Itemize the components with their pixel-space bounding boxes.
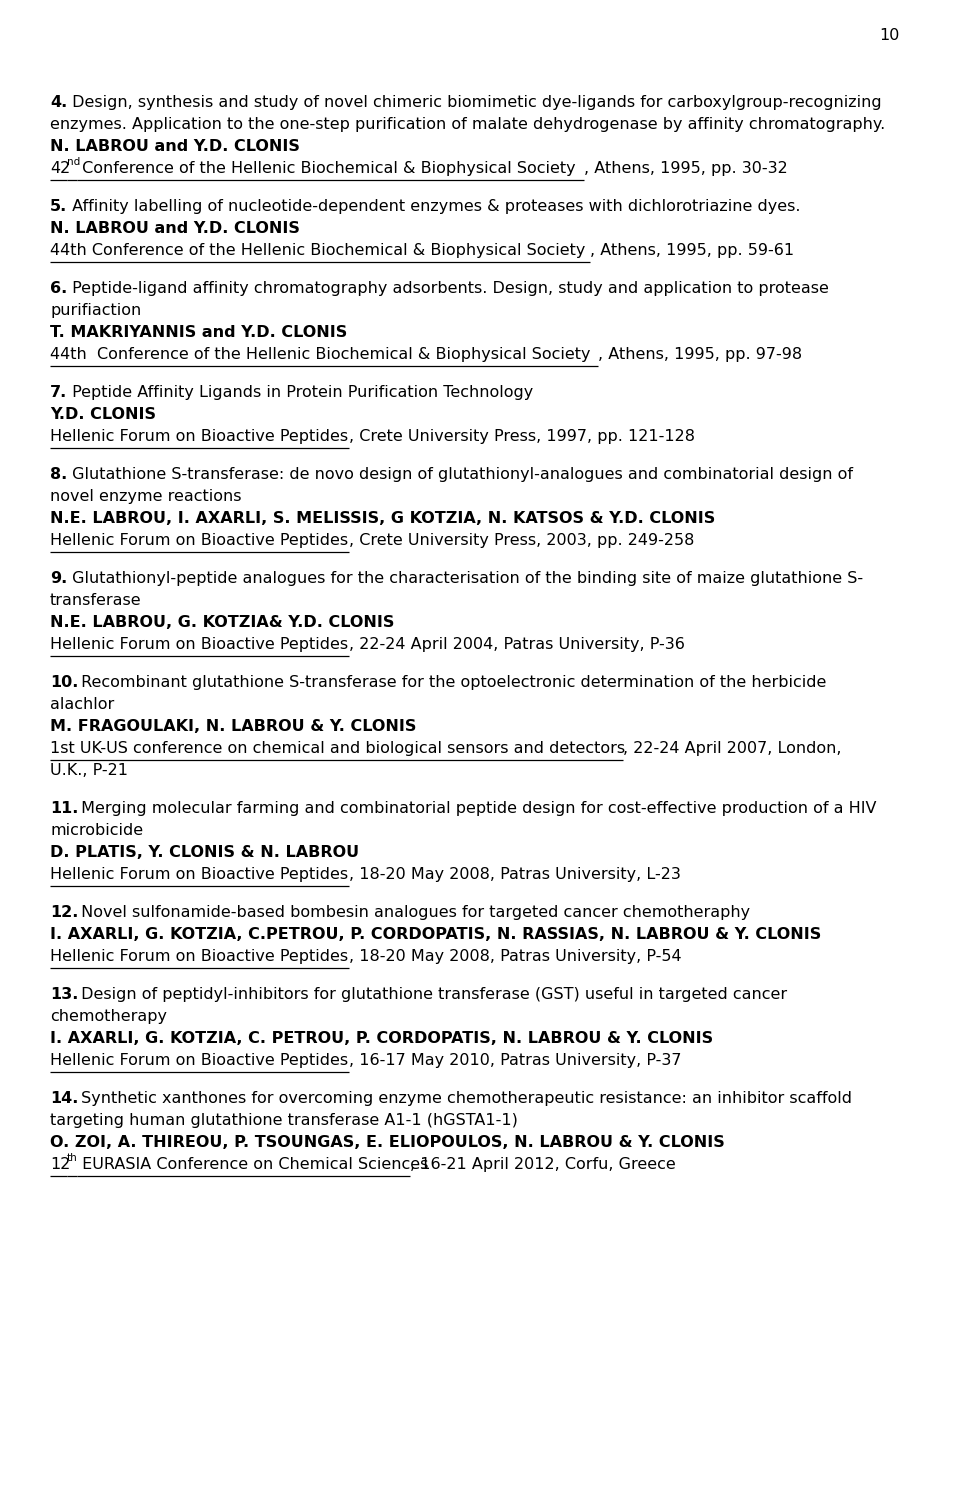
Text: 12: 12: [50, 1157, 70, 1172]
Text: 42: 42: [50, 160, 70, 175]
Text: Novel sulfonamide-based bombesin analogues for targeted cancer chemotheraphy: Novel sulfonamide-based bombesin analogu…: [76, 906, 751, 919]
Text: N. LABROU and Y.D. CLONIS: N. LABROU and Y.D. CLONIS: [50, 139, 300, 154]
Text: Hellenic Forum on Bioactive Peptides: Hellenic Forum on Bioactive Peptides: [50, 534, 348, 547]
Text: D. PLATIS, Y. CLONIS & N. LABROU: D. PLATIS, Y. CLONIS & N. LABROU: [50, 845, 359, 860]
Text: enzymes. Application to the one-step purification of malate dehydrogenase by aff: enzymes. Application to the one-step pur…: [50, 116, 885, 132]
Text: 7.: 7.: [50, 386, 67, 401]
Text: O. ZOI, A. THIREOU, P. TSOUNGAS, E. ELIOPOULOS, N. LABROU & Y. CLONIS: O. ZOI, A. THIREOU, P. TSOUNGAS, E. ELIO…: [50, 1136, 725, 1151]
Text: Design of peptidyl-inhibitors for glutathione transferase (GST) useful in target: Design of peptidyl-inhibitors for glutat…: [76, 987, 787, 1002]
Text: Conference of the Hellenic Biochemical & Biophysical Society: Conference of the Hellenic Biochemical &…: [78, 160, 576, 175]
Text: , 16-17 May 2010, Patras University, P-37: , 16-17 May 2010, Patras University, P-3…: [349, 1052, 682, 1067]
Text: chemotherapy: chemotherapy: [50, 1009, 167, 1024]
Text: Glutathione S-transferase: de novo design of glutathionyl-analogues and combinat: Glutathione S-transferase: de novo desig…: [67, 467, 853, 482]
Text: Y.D. CLONIS: Y.D. CLONIS: [50, 407, 156, 422]
Text: 6.: 6.: [50, 281, 67, 296]
Text: Peptide Affinity Ligands in Protein Purification Technology: Peptide Affinity Ligands in Protein Puri…: [67, 386, 534, 401]
Text: Affinity labelling of nucleotide-dependent enzymes & proteases with dichlorotria: Affinity labelling of nucleotide-depende…: [67, 200, 801, 215]
Text: Peptide-ligand affinity chromatography adsorbents. Design, study and application: Peptide-ligand affinity chromatography a…: [67, 281, 829, 296]
Text: Glutathionyl-peptide analogues for the characterisation of the binding site of m: Glutathionyl-peptide analogues for the c…: [67, 572, 864, 587]
Text: transferase: transferase: [50, 593, 142, 608]
Text: , Athens, 1995, pp. 30-32: , Athens, 1995, pp. 30-32: [584, 160, 788, 175]
Text: Hellenic Forum on Bioactive Peptides: Hellenic Forum on Bioactive Peptides: [50, 637, 348, 652]
Text: Synthetic xanthones for overcoming enzyme chemotherapeutic resistance: an inhibi: Synthetic xanthones for overcoming enzym…: [76, 1092, 852, 1105]
Text: 13.: 13.: [50, 987, 79, 1002]
Text: Hellenic Forum on Bioactive Peptides: Hellenic Forum on Bioactive Peptides: [50, 950, 348, 965]
Text: 14.: 14.: [50, 1092, 79, 1105]
Text: Hellenic Forum on Bioactive Peptides: Hellenic Forum on Bioactive Peptides: [50, 866, 348, 881]
Text: , Crete University Press, 1997, pp. 121-128: , Crete University Press, 1997, pp. 121-…: [349, 429, 695, 445]
Text: 1st UK-US conference on chemical and biological sensors and detectors: 1st UK-US conference on chemical and bio…: [50, 741, 625, 756]
Text: 44th Conference of the Hellenic Biochemical & Biophysical Society: 44th Conference of the Hellenic Biochemi…: [50, 243, 586, 259]
Text: th: th: [66, 1154, 78, 1163]
Text: M. FRAGOULAKI, N. LABROU & Y. CLONIS: M. FRAGOULAKI, N. LABROU & Y. CLONIS: [50, 720, 417, 733]
Text: 10: 10: [878, 29, 900, 42]
Text: novel enzyme reactions: novel enzyme reactions: [50, 488, 242, 503]
Text: Recombinant glutathione S-transferase for the optoelectronic determination of th: Recombinant glutathione S-transferase fo…: [76, 674, 827, 689]
Text: , 18-20 May 2008, Patras University, P-54: , 18-20 May 2008, Patras University, P-5…: [349, 950, 682, 965]
Text: 9.: 9.: [50, 572, 67, 587]
Text: 12.: 12.: [50, 906, 79, 919]
Text: purifiaction: purifiaction: [50, 302, 141, 318]
Text: , 22-24 April 2007, London,: , 22-24 April 2007, London,: [623, 741, 842, 756]
Text: Hellenic Forum on Bioactive Peptides: Hellenic Forum on Bioactive Peptides: [50, 1052, 348, 1067]
Text: 11.: 11.: [50, 801, 79, 816]
Text: , 16-21 April 2012, Corfu, Greece: , 16-21 April 2012, Corfu, Greece: [410, 1157, 676, 1172]
Text: 10.: 10.: [50, 674, 79, 689]
Text: 44th  Conference of the Hellenic Biochemical & Biophysical Society: 44th Conference of the Hellenic Biochemi…: [50, 346, 590, 361]
Text: targeting human glutathione transferase A1-1 (hGSTA1-1): targeting human glutathione transferase …: [50, 1113, 517, 1128]
Text: Design, synthesis and study of novel chimeric biomimetic dye-ligands for carboxy: Design, synthesis and study of novel chi…: [67, 95, 882, 110]
Text: N.E. LABROU, G. KOTZIA& Y.D. CLONIS: N.E. LABROU, G. KOTZIA& Y.D. CLONIS: [50, 615, 395, 631]
Text: , Athens, 1995, pp. 59-61: , Athens, 1995, pp. 59-61: [589, 243, 794, 259]
Text: nd: nd: [66, 157, 80, 166]
Text: Hellenic Forum on Bioactive Peptides: Hellenic Forum on Bioactive Peptides: [50, 429, 348, 445]
Text: I. AXARLI, G. KOTZIA, C. PETROU, P. CORDOPATIS, N. LABROU & Y. CLONIS: I. AXARLI, G. KOTZIA, C. PETROU, P. CORD…: [50, 1031, 713, 1046]
Text: microbicide: microbicide: [50, 823, 143, 838]
Text: EURASIA Conference on Chemical Sciences: EURASIA Conference on Chemical Sciences: [78, 1157, 429, 1172]
Text: , Crete University Press, 2003, pp. 249-258: , Crete University Press, 2003, pp. 249-…: [349, 534, 694, 547]
Text: , Athens, 1995, pp. 97-98: , Athens, 1995, pp. 97-98: [598, 346, 803, 361]
Text: Merging molecular farming and combinatorial peptide design for cost-effective pr: Merging molecular farming and combinator…: [76, 801, 876, 816]
Text: 4.: 4.: [50, 95, 67, 110]
Text: I. AXARLI, G. KOTZIA, C.PETROU, P. CORDOPATIS, N. RASSIAS, N. LABROU & Y. CLONIS: I. AXARLI, G. KOTZIA, C.PETROU, P. CORDO…: [50, 927, 821, 942]
Text: U.K., P-21: U.K., P-21: [50, 764, 128, 779]
Text: 8.: 8.: [50, 467, 67, 482]
Text: alachlor: alachlor: [50, 697, 114, 712]
Text: , 22-24 April 2004, Patras University, P-36: , 22-24 April 2004, Patras University, P…: [349, 637, 684, 652]
Text: N. LABROU and Y.D. CLONIS: N. LABROU and Y.D. CLONIS: [50, 221, 300, 236]
Text: T. MAKRIYANNIS and Y.D. CLONIS: T. MAKRIYANNIS and Y.D. CLONIS: [50, 325, 348, 340]
Text: , 18-20 May 2008, Patras University, L-23: , 18-20 May 2008, Patras University, L-2…: [349, 866, 681, 881]
Text: 5.: 5.: [50, 200, 67, 215]
Text: N.E. LABROU, I. AXARLI, S. MELISSIS, G KOTZIA, N. KATSOS & Y.D. CLONIS: N.E. LABROU, I. AXARLI, S. MELISSIS, G K…: [50, 511, 715, 526]
